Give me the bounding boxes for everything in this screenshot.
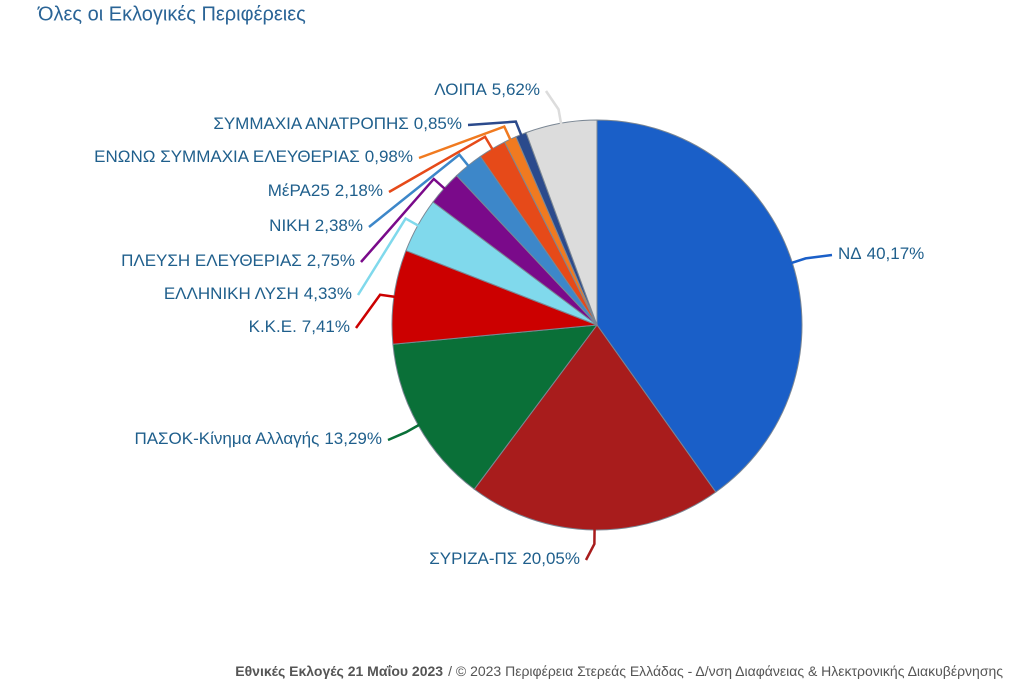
- leader-line: [788, 253, 833, 266]
- label-name: ΜέΡΑ25: [268, 181, 330, 200]
- leader-line: [354, 293, 399, 329]
- data-label: ΣΥΜΜΑΧΙΑ ΑΝΑΤΡΟΠΗΣ 0,85%: [213, 114, 462, 133]
- leader-line: [360, 177, 449, 263]
- label-name: ΕΛΛΗΝΙΚΗ ΛΥΣΗ: [164, 284, 299, 303]
- data-label: ΠΑΣΟΚ-Κίνημα Αλλαγής 13,29%: [134, 429, 382, 448]
- label-value: 2,75%: [307, 251, 355, 270]
- label-name: ΠΑΣΟΚ-Κίνημα Αλλαγής: [134, 429, 319, 448]
- label-value: 5,62%: [492, 80, 540, 99]
- footer-credit: / © 2023 Περιφέρεια Στερεάς Ελλάδας - Δ/…: [448, 663, 1003, 679]
- footer: Εθνικές Εκλογές 21 Μαΐου 2023 / © 2023 Πε…: [235, 663, 1003, 679]
- leader-line: [388, 135, 496, 194]
- leader-line: [368, 152, 472, 228]
- footer-event: Εθνικές Εκλογές 21 Μαΐου 2023: [235, 663, 443, 679]
- label-name: ΛΟΙΠΑ: [434, 80, 487, 99]
- label-value: 13,29%: [324, 429, 382, 448]
- label-name: ΕΝΩΝΩ ΣΥΜΜΑΧΙΑ ΕΛΕΥΘΕΡΙΑΣ: [94, 147, 360, 166]
- label-value: 0,85%: [414, 114, 462, 133]
- label-name: ΣΥΜΜΑΧΙΑ ΑΝΑΤΡΟΠΗΣ: [213, 114, 408, 133]
- label-name: Κ.Κ.Ε.: [249, 317, 297, 336]
- slices: [391, 119, 803, 531]
- leader-line: [387, 422, 423, 442]
- label-value: 2,18%: [335, 181, 383, 200]
- data-label: ΜέΡΑ25 2,18%: [268, 181, 383, 200]
- label-value: 40,17%: [867, 244, 925, 263]
- label-name: ΝΔ: [838, 244, 862, 263]
- label-value: 20,05%: [522, 549, 580, 568]
- leader-line: [467, 120, 524, 139]
- data-label: Κ.Κ.Ε. 7,41%: [249, 317, 350, 336]
- leader-line: [584, 525, 596, 561]
- label-name: ΝΙΚΗ: [269, 216, 310, 235]
- data-label: ΝΔ 40,17%: [838, 244, 924, 263]
- label-value: 2,38%: [315, 216, 363, 235]
- label-value: 4,33%: [304, 284, 352, 303]
- data-label: ΕΝΩΝΩ ΣΥΜΜΑΧΙΑ ΕΛΕΥΘΕΡΙΑΣ 0,98%: [94, 147, 413, 166]
- label-value: 0,98%: [365, 147, 413, 166]
- data-label: ΠΛΕΥΣΗ ΕΛΕΥΘΕΡΙΑΣ 2,75%: [121, 251, 355, 270]
- chart-title: Όλες οι Εκλογικές Περιφέρειες: [37, 3, 306, 25]
- label-name: ΣΥΡΙΖΑ-ΠΣ: [429, 549, 517, 568]
- leader-line: [356, 216, 422, 296]
- leader-line: [544, 90, 563, 128]
- data-label: ΝΙΚΗ 2,38%: [269, 216, 363, 235]
- label-name: ΠΛΕΥΣΗ ΕΛΕΥΘΕΡΙΑΣ: [121, 251, 302, 270]
- leader-line: [418, 125, 514, 160]
- label-value: 7,41%: [302, 317, 350, 336]
- data-label: ΣΥΡΙΖΑ-ΠΣ 20,05%: [429, 549, 580, 568]
- data-label: ΛΟΙΠΑ 5,62%: [434, 80, 540, 99]
- data-label: ΕΛΛΗΝΙΚΗ ΛΥΣΗ 4,33%: [164, 284, 352, 303]
